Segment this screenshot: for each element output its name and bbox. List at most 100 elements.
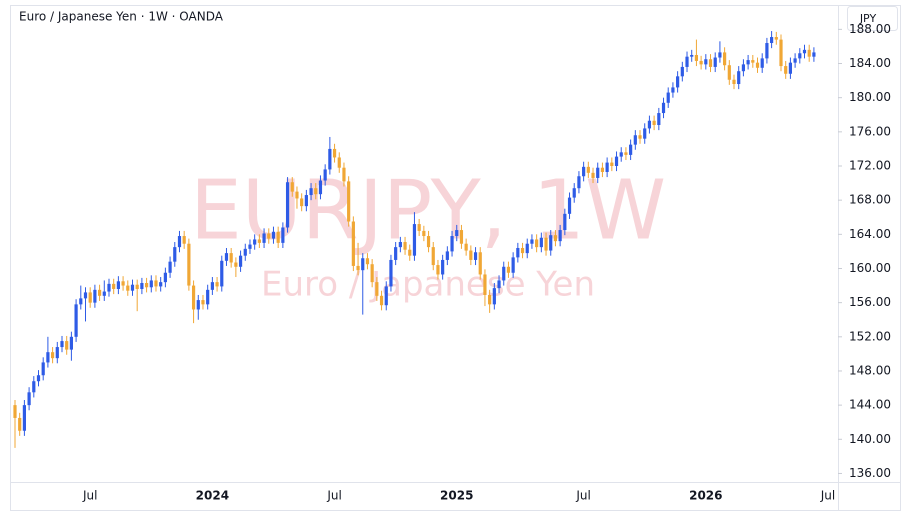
currency-button[interactable] [847,6,898,31]
x-tick-label: 2025 [440,489,473,503]
candle-body [210,282,214,290]
candle-body [553,235,558,242]
candle-body [549,235,553,251]
candle-body [473,252,478,260]
candle-body [112,283,116,289]
candle-body [361,258,365,271]
candle-body [206,289,210,305]
candle-body [746,60,750,65]
candle-body [398,242,402,248]
x-tick-label: Jul [575,489,590,503]
candle-body [300,198,304,207]
candle-body [798,53,802,59]
candle-body [234,262,238,267]
candle-body [130,284,135,291]
candle-body [267,233,271,239]
candle-body [102,291,106,296]
watermark-subtitle: Euro / Japanese Yen [261,265,595,305]
candle-body [690,54,694,57]
candle-body [563,213,567,231]
candle-body [478,252,482,275]
candle-body [770,37,774,44]
candle-body [290,182,294,192]
candle-body [412,224,417,256]
candle-body [488,294,492,305]
candle-body [619,152,623,157]
candle-body [445,251,449,260]
candle-body [788,62,793,74]
candle-body [704,59,708,65]
candle-body [403,242,407,250]
candle-body [384,286,388,306]
y-tick-label: 136.00 [849,466,891,480]
candle-body [318,180,323,195]
candle-body [699,60,703,65]
y-tick-label: 188.00 [849,22,891,36]
candle-body [41,362,45,376]
candle-body [323,169,327,181]
candle-body [201,300,205,305]
candle-body [187,243,191,286]
candle-body [191,285,196,310]
x-tick-label: 2024 [196,489,229,503]
candle-body [379,295,384,306]
candle-body [633,135,637,145]
candle-body [257,239,261,243]
candle-body [525,243,529,254]
candle-body [643,128,647,139]
candle-body [248,244,252,249]
candle-body [163,272,167,283]
candle-body [582,166,586,177]
candle-body [464,243,468,251]
candle-body [765,43,769,59]
candle-body [18,417,22,431]
candle-body [610,162,614,166]
candle-body [520,247,525,254]
candle-body [671,87,675,93]
candle-body [694,54,699,61]
candle-body [149,280,153,288]
y-tick-label: 144.00 [849,398,891,412]
candle-body [708,59,713,67]
candle-body [652,120,656,126]
candle-body [215,282,219,287]
candle-body [502,266,506,281]
candle-body [50,352,55,359]
candle-body [159,282,163,287]
candle-body [647,120,652,129]
candle-body [314,188,318,195]
candle-body [737,71,741,85]
candle-body [441,259,445,275]
y-tick-label: 168.00 [849,193,891,207]
candle-body [347,181,351,222]
candle-body [741,64,746,72]
candle-body [177,236,182,248]
candle-body [676,76,680,88]
candle-body [422,230,426,237]
candle-body [638,135,642,139]
x-tick-label: Jul [326,489,341,503]
candle-body [116,281,120,289]
candle-body [389,259,393,287]
candle-body [685,56,689,67]
candle-body [459,230,464,244]
candle-body [577,176,581,189]
candle-body [55,347,59,359]
candle-body [572,188,576,198]
candle-body [483,274,487,295]
candle-body [506,266,511,273]
candle-body [661,102,666,114]
candle-body [281,227,285,243]
candle-body [492,288,496,305]
candle-body [530,239,534,244]
candle-body [657,113,661,126]
frame [10,5,901,511]
candle-body [69,336,73,350]
candle-body [97,289,102,296]
plot: 136.00 140.00 144.00 148.00 152.00 156.00 160.… [13,22,891,503]
candle-body [666,92,670,103]
candle-body [295,191,299,199]
candle-body [807,49,811,57]
y-tick-label: 176.00 [849,124,891,138]
candle-body [271,231,276,239]
